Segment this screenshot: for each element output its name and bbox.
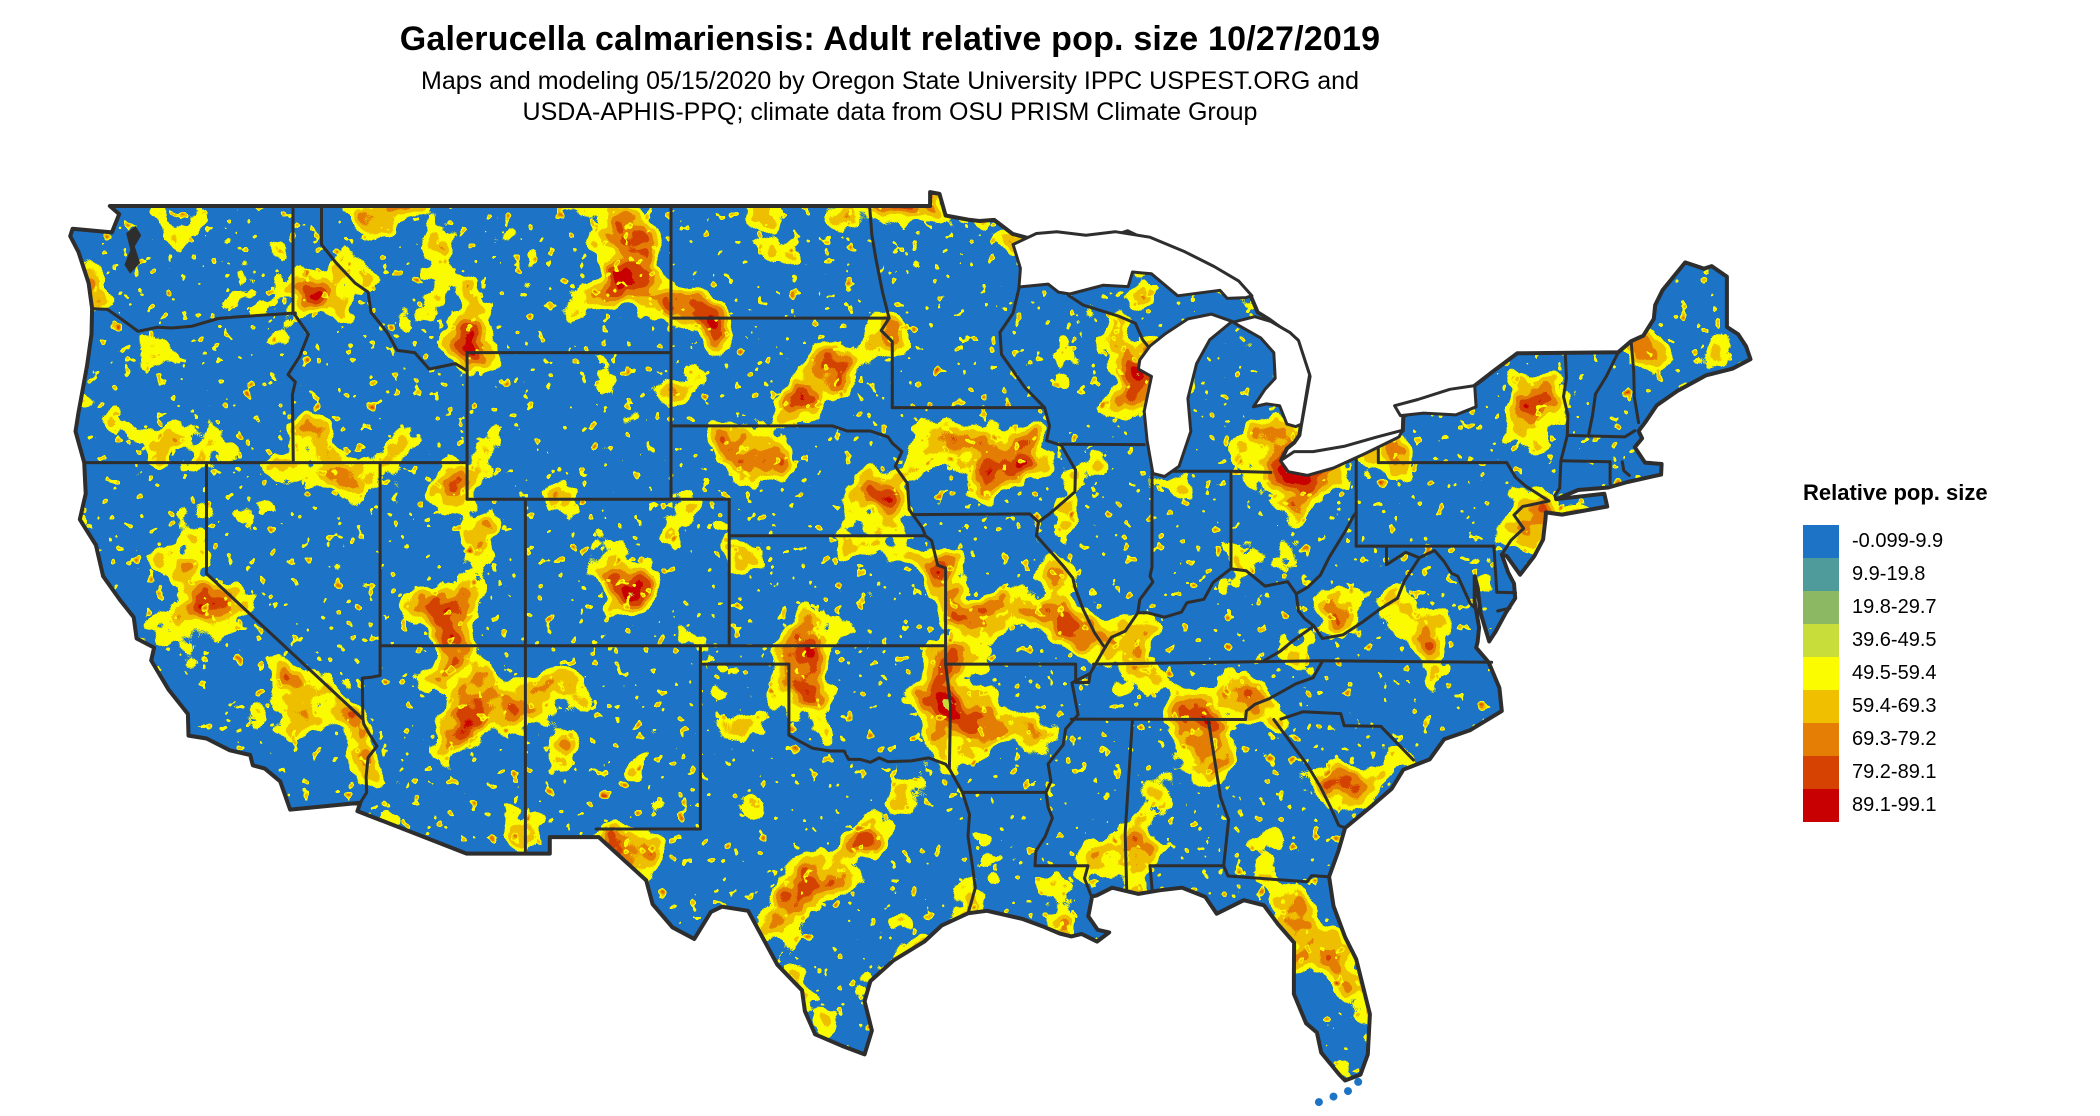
state-border-line — [1385, 544, 1480, 613]
legend-item-label: 59.4-69.3 — [1852, 695, 1937, 717]
legend-item-label: -0.099-9.9 — [1852, 530, 1944, 552]
state-border-line — [1148, 864, 1154, 893]
lake-shape — [1231, 315, 1312, 429]
state-border-line — [879, 316, 894, 410]
state-border-line — [1500, 499, 1551, 556]
state-border-line — [1067, 293, 1152, 351]
state-border-line — [890, 441, 948, 648]
legend-title: Relative pop. size — [1803, 480, 1988, 505]
legend-item-label: 89.1-99.1 — [1852, 794, 1937, 816]
map-geometry — [68, 190, 1753, 1107]
lake-shape — [1011, 230, 1254, 300]
state-border-line — [1559, 459, 1612, 486]
legend-swatch — [1803, 657, 1839, 690]
legend-swatch — [1803, 624, 1839, 657]
legend-item-label: 9.9-19.8 — [1852, 563, 1926, 585]
state-border-line — [1586, 350, 1620, 438]
map-legend: Relative pop. size -0.099-9.9 9.9-19.8 19.… — [1803, 480, 2093, 822]
state-border-line — [205, 461, 379, 805]
lake-shape — [1279, 428, 1404, 477]
legend-item: 89.1-99.1 — [1803, 789, 2093, 822]
state-border-line — [1272, 718, 1347, 830]
state-border-line — [1565, 429, 1637, 439]
legend-swatch — [1803, 591, 1839, 624]
page-subtitle: Maps and modeling 05/15/2020 by Oregon S… — [40, 66, 1740, 128]
florida-keys-dot — [1354, 1077, 1363, 1086]
lake-shape — [1393, 384, 1478, 418]
raster-speckle — [70, 192, 1751, 1081]
state-border-line — [1123, 717, 1134, 893]
legend-item-label: 39.6-49.5 — [1852, 629, 1937, 651]
state-border-line — [1206, 717, 1231, 868]
state-border-line — [1033, 864, 1093, 897]
state-border-line — [944, 644, 964, 794]
legend-swatch — [1803, 558, 1839, 591]
subtitle-line-2: USDA-APHIS-PPQ; climate data from OSU PR… — [522, 98, 1258, 126]
state-border-line — [1136, 469, 1155, 615]
legend-swatch — [1803, 789, 1839, 822]
state-border-line — [1244, 659, 1325, 721]
lake-shape — [1136, 312, 1234, 478]
legend-swatch — [1803, 723, 1839, 756]
state-border-line — [1376, 461, 1551, 503]
raster-texture — [70, 192, 1751, 1081]
legend-item-label: 79.2-89.1 — [1852, 761, 1937, 783]
state-border-line — [944, 662, 1092, 684]
great-lakes — [1011, 230, 1478, 478]
state-border-line — [286, 204, 310, 465]
state-border-line — [1279, 710, 1415, 762]
legend-swatch — [1803, 756, 1839, 789]
florida-keys-dot — [1314, 1098, 1323, 1107]
florida-keys-dot — [1344, 1087, 1352, 1096]
state-border-line — [1629, 339, 1641, 425]
state-border-line — [360, 461, 382, 721]
state-border-line — [1160, 469, 1273, 474]
legend-item: 59.4-69.3 — [1803, 690, 2093, 723]
state-border-line — [911, 512, 1040, 524]
florida-keys-dot — [1329, 1092, 1338, 1101]
state-border-line — [1620, 460, 1631, 477]
state-border-line — [320, 204, 469, 373]
legend-item: 69.3-79.2 — [1803, 723, 2093, 756]
state-border-line — [998, 286, 1107, 649]
page-title: Galerucella calmariensis: Adult relative… — [399, 20, 1381, 58]
legend-swatch — [1803, 525, 1839, 558]
state-border-line — [868, 204, 891, 320]
state-border-line — [90, 307, 297, 333]
state-border-line — [961, 790, 977, 915]
legend-item: 9.9-19.8 — [1803, 558, 2093, 591]
state-border-line — [1312, 556, 1421, 640]
legend-item: 39.6-49.5 — [1803, 624, 2093, 657]
legend-item-label: 49.5-59.4 — [1852, 662, 1937, 684]
puget-sound — [124, 225, 142, 274]
legend-items: -0.099-9.9 9.9-19.8 19.8-29.7 39.6-49.5 49.5… — [1803, 525, 2093, 822]
state-border-line — [700, 662, 951, 771]
state-borders — [82, 204, 1641, 915]
legend-item: 79.2-89.1 — [1803, 756, 2093, 789]
subtitle-line-1: Maps and modeling 05/15/2020 by Oregon S… — [421, 67, 1359, 95]
legend-item: 19.8-29.7 — [1803, 591, 2093, 624]
state-border-line — [1033, 645, 1107, 868]
state-border-line — [594, 644, 702, 831]
state-border-line — [1492, 544, 1517, 595]
legend-item-label: 69.3-79.2 — [1852, 728, 1937, 750]
legend-item-label: 19.8-29.7 — [1852, 596, 1937, 618]
legend-item: 49.5-59.4 — [1803, 657, 2093, 690]
state-border-line — [669, 424, 894, 445]
legend-item: -0.099-9.9 — [1803, 525, 2093, 558]
legend-swatch — [1803, 690, 1839, 723]
state-border-line — [1148, 864, 1331, 884]
